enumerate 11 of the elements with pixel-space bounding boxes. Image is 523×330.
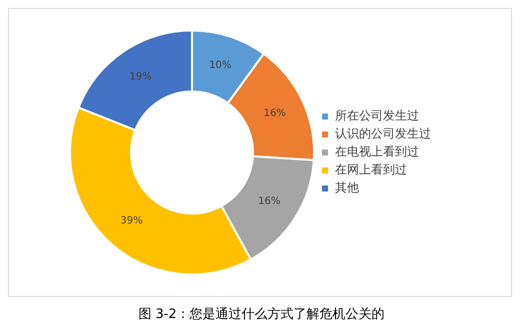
- data-label: 10%: [209, 60, 232, 72]
- caption: 图 3-2：您是通过什么方式了解危机公关的: [137, 306, 386, 323]
- legend-label: 其他: [335, 180, 359, 195]
- legend-label: 在网上看到过: [335, 162, 407, 177]
- data-label: 19%: [129, 71, 152, 82]
- data-label: 16%: [264, 108, 286, 120]
- legend-label: 认识的公司发生过: [335, 126, 431, 141]
- legend-label: 在电视上看到过: [335, 144, 419, 159]
- data-label: 16%: [258, 196, 280, 208]
- legend-label: 所在公司发生过: [335, 108, 419, 123]
- data-label: 39%: [120, 216, 143, 227]
